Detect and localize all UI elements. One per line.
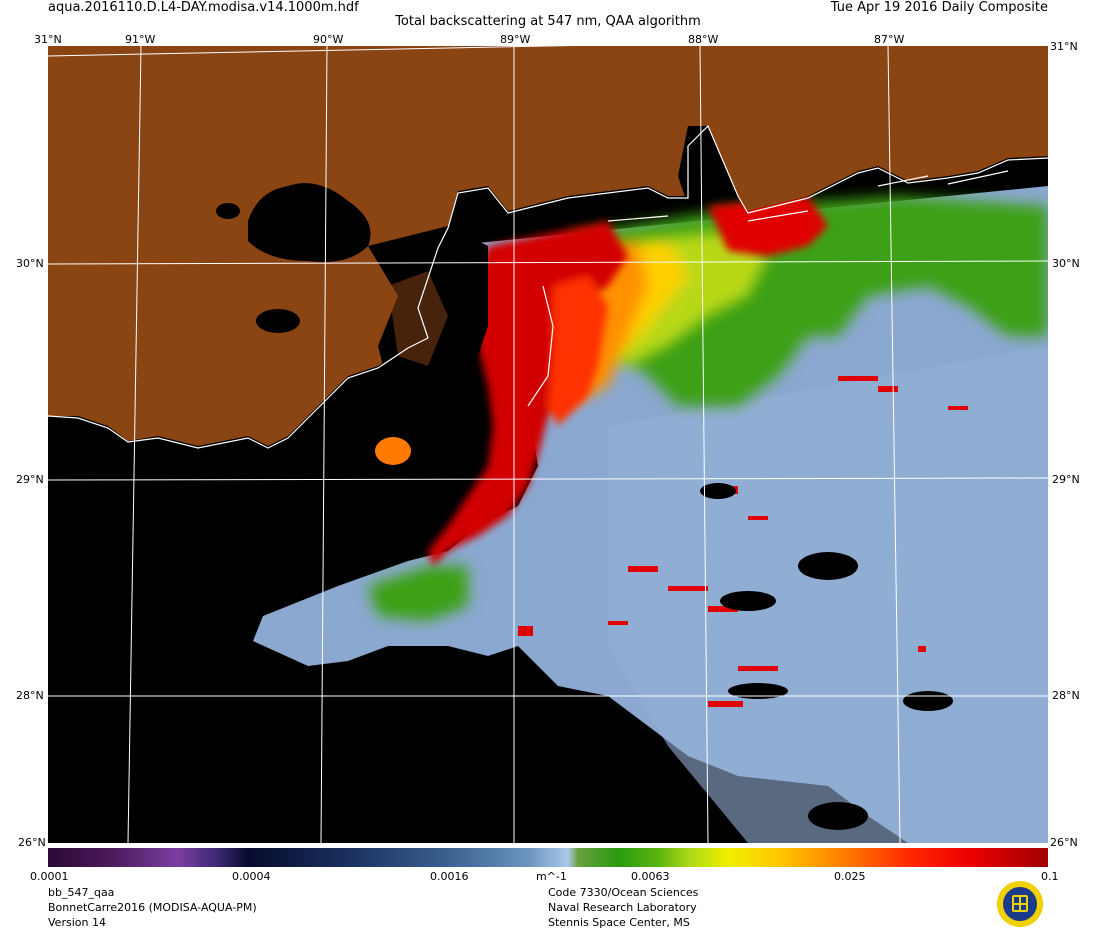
colorbar-label-3: 0.0016 xyxy=(430,870,469,883)
graticule xyxy=(48,46,1048,843)
lat-label-bottom-right: 26°N xyxy=(1050,836,1078,849)
colorbar-label-min: 0.0001 xyxy=(30,870,69,883)
colorbar-label-5: 0.025 xyxy=(834,870,866,883)
lon-label-90w: 90°W xyxy=(313,33,344,46)
colorbar-unit: m^-1 xyxy=(536,870,567,883)
satellite-map xyxy=(48,46,1048,843)
map-title: Total backscattering at 547 nm, QAA algo… xyxy=(395,14,701,29)
color-scale-bar xyxy=(48,848,1048,867)
org-location: Stennis Space Center, MS xyxy=(548,916,690,929)
lake-pontchartrain xyxy=(248,183,371,262)
lon-label-88w: 88°W xyxy=(688,33,719,46)
org-code: Code 7330/Ocean Sciences xyxy=(548,886,699,899)
lat-label-top-left: 31°N xyxy=(34,33,62,46)
nrl-seal-icon xyxy=(997,881,1043,927)
lon-label-87w: 87°W xyxy=(874,33,905,46)
delta-marsh-fill xyxy=(388,271,448,366)
colorbar-label-4: 0.0063 xyxy=(631,870,670,883)
version: Version 14 xyxy=(48,916,106,929)
colorbar-label-max: 0.1 xyxy=(1041,870,1059,883)
cloud-mask-patches xyxy=(700,483,953,830)
file-name: aqua.2016110.D.L4-DAY.modisa.v14.1000m.h… xyxy=(48,0,359,15)
colorbar-label-2: 0.0004 xyxy=(232,870,271,883)
coastline xyxy=(48,124,1048,449)
lon-label-91w: 91°W xyxy=(125,33,156,46)
nearshore-hotspot xyxy=(375,437,411,465)
lat-label-28n-right: 28°N xyxy=(1052,689,1080,702)
lake-maurepas xyxy=(216,203,240,219)
lat-label-30n-right: 30°N xyxy=(1052,257,1080,270)
lat-label-28n-left: 28°N xyxy=(16,689,44,702)
lat-label-29n-right: 29°N xyxy=(1052,473,1080,486)
composite-date: Tue Apr 19 2016 Daily Composite xyxy=(830,0,1048,15)
product-name: bb_547_qaa xyxy=(48,886,115,899)
project-name: BonnetCarre2016 (MODISA-AQUA-PM) xyxy=(48,901,257,914)
land-mass xyxy=(48,46,1048,446)
barrier-islands xyxy=(527,170,1009,407)
map-image xyxy=(48,46,1048,843)
lat-label-bottom-left: 26°N xyxy=(18,836,46,849)
lat-label-30n-left: 30°N xyxy=(16,257,44,270)
lat-label-29n-left: 29°N xyxy=(16,473,44,486)
lon-label-89w: 89°W xyxy=(500,33,531,46)
lat-label-top-right: 31°N xyxy=(1050,40,1078,53)
lake-salvador xyxy=(256,309,300,333)
clear-water-east xyxy=(608,346,1048,843)
org-name: Naval Research Laboratory xyxy=(548,901,697,914)
